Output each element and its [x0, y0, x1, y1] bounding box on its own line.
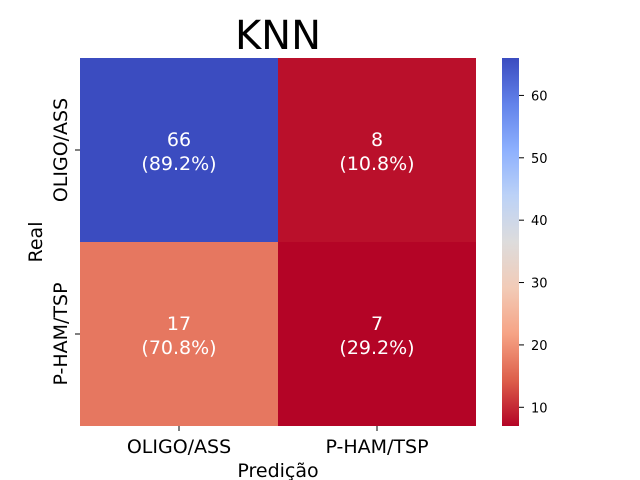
y-axis-ticks: OLIGO/ASS P-HAM/TSP: [50, 98, 80, 386]
heatmap-cell-r0-c0: [80, 58, 278, 242]
y-tick-label-1: P-HAM/TSP: [50, 282, 72, 385]
colorbar-tick-label-4: 50: [531, 152, 548, 167]
cell-count-r0-c0: 66: [167, 129, 191, 151]
colorbar-ticks: 10 20 30 40 50 60: [519, 89, 548, 416]
cell-count-r1-c1: 7: [371, 313, 383, 335]
heatmap-cell-r1-c0: [80, 242, 278, 426]
x-axis-label: Predição: [237, 460, 318, 480]
cell-percent-r1-c0: (70.8%): [141, 337, 216, 359]
colorbar-tick-label-1: 20: [531, 339, 548, 354]
colorbar-tick-label-0: 10: [531, 401, 548, 416]
chart-title: KNN: [235, 13, 321, 59]
y-axis-label: Real: [25, 222, 47, 263]
x-axis-ticks: OLIGO/ASS P-HAM/TSP: [127, 426, 429, 458]
cell-count-r1-c0: 17: [167, 313, 191, 335]
x-tick-label-0: OLIGO/ASS: [127, 436, 231, 458]
colorbar-tick-label-2: 30: [531, 277, 548, 292]
heatmap-cell-r0-c1: [278, 58, 476, 242]
heatmap-cell-r1-c1: [278, 242, 476, 426]
colorbar-tick-label-5: 60: [531, 89, 548, 104]
colorbar-tick-label-3: 40: [531, 214, 548, 229]
heatmap-cell-labels: 66(89.2%) 8(10.8%) 17(70.8%) 7(29.2%): [141, 129, 414, 359]
x-tick-label-1: P-HAM/TSP: [325, 436, 428, 458]
cell-percent-r0-c1: (10.8%): [339, 153, 414, 175]
heatmap-cells: [80, 58, 476, 426]
cell-percent-r0-c0: (89.2%): [141, 153, 216, 175]
y-tick-label-0: OLIGO/ASS: [50, 98, 72, 202]
cell-count-r0-c1: 8: [371, 129, 383, 151]
colorbar: [502, 58, 519, 426]
cell-percent-r1-c1: (29.2%): [339, 337, 414, 359]
